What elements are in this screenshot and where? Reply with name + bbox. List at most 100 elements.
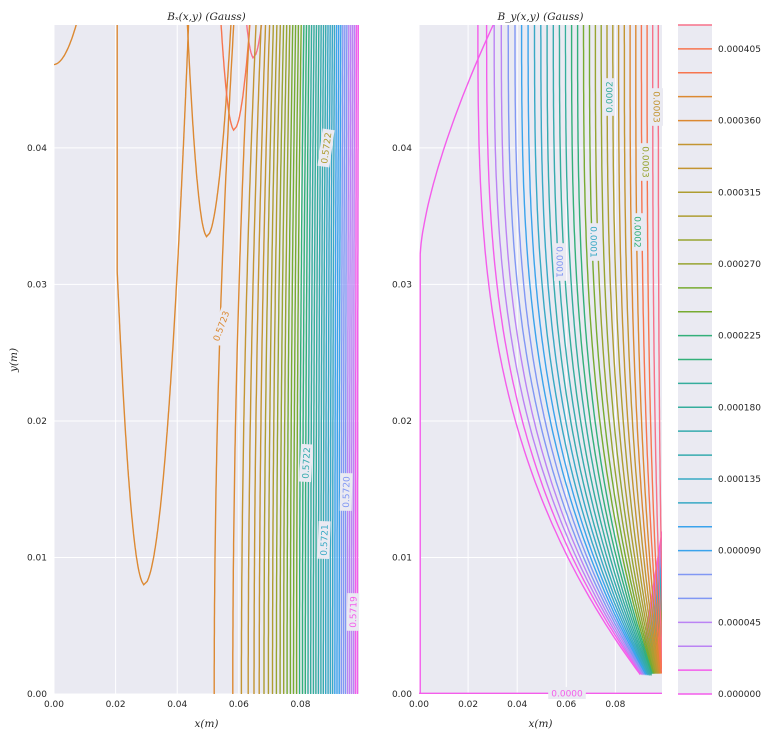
bx-contour-line: [336, 25, 340, 694]
bx-contour-line: [258, 25, 271, 694]
bx-plot-title: Bₓ(x,y) (Gauss): [166, 11, 246, 23]
by-x-tick-label: 0.04: [507, 700, 527, 710]
bx-contour-line: [338, 25, 342, 694]
colorbar-tick-label: 0.000045: [718, 618, 761, 628]
by-plot-title: B_y(x,y) (Gauss): [497, 11, 584, 23]
bx-contour-line: [301, 25, 308, 694]
by-contour-label-bg: [640, 143, 652, 181]
bx-contour-line: [348, 25, 352, 694]
by-contour-line: [493, 25, 662, 676]
bx-contour-line: [263, 25, 274, 694]
bx-y-tick-label: 0.02: [27, 417, 47, 427]
bx-contour-line: [315, 25, 320, 694]
colorbar-tick-label: 0.000405: [718, 45, 761, 55]
colorbar-tick-label: 0.000000: [718, 690, 761, 700]
bx-contour-line: [342, 25, 346, 694]
bx-contour-label-bg: [208, 306, 234, 346]
by-plot-background: [419, 25, 662, 694]
by-contour-line: [646, 25, 662, 674]
bx-contour-line: [220, 25, 251, 132]
by-contour-line: [588, 25, 662, 674]
bx-contour-label-bg: [339, 473, 353, 511]
by-contour-line: [558, 25, 662, 677]
bx-contour-label-bg: [346, 593, 360, 631]
bx-contour-line: [352, 25, 356, 694]
by-contour-label: 0.0002: [605, 81, 615, 113]
bx-contour-line: [292, 25, 300, 694]
bx-contour-line: [317, 25, 322, 694]
bx-contour-line: [289, 25, 297, 694]
bx-contour-line: [247, 25, 262, 694]
bx-contour-line: [334, 25, 338, 694]
by-contour-label: 0.0002: [632, 216, 642, 248]
bx-contour-line: [275, 25, 285, 694]
colorbar-tick-label: 0.000090: [718, 547, 761, 557]
by-y-tick-label: 0.02: [392, 417, 412, 427]
bx-y-tick-label: 0.04: [27, 144, 47, 154]
bx-y-tick-label: 0.01: [27, 553, 47, 563]
by-y-tick-label: 0.00: [392, 690, 412, 700]
by-contour-label-bg: [554, 243, 566, 281]
by-contour-plot: 0.00 0.02 0.04 0.06 0.08 0.00 0.01 0.02 0.03 0.04…: [392, 25, 663, 710]
by-contour-label-bg: [588, 223, 600, 261]
by-contour-line: [594, 25, 662, 674]
by-contour-line: [617, 25, 662, 674]
colorbar-tick-label: 0.000270: [718, 260, 761, 270]
bx-contour-line: [298, 25, 305, 694]
by-contour-line: [564, 25, 662, 677]
by-contour-line: [635, 25, 662, 674]
by-contour-line: [652, 25, 662, 673]
bx-x-tick-label: 0.00: [44, 700, 64, 710]
by-y-tick-label: 0.04: [392, 144, 412, 154]
bx-x-axis-label: x(m): [194, 718, 218, 730]
bx-contour-line: [354, 25, 358, 694]
by-contour-line: [552, 25, 662, 677]
bx-contour-line: [356, 25, 359, 694]
by-contour-label: 0.0000: [551, 689, 583, 699]
bx-contour-line: [310, 25, 315, 694]
by-y-tick-label: 0.03: [392, 280, 412, 290]
colorbar-tick-label: 0.000225: [718, 332, 761, 342]
bx-contour-plot: 0.00 0.02 0.04 0.06 0.08 0.00 0.01 0.02 0.03 0.04…: [27, 25, 360, 710]
bx-y-axis-label: y(m): [8, 348, 20, 373]
by-contour-line: [477, 25, 662, 676]
by-x-tick-label: 0.00: [409, 700, 429, 710]
by-contour-label: 0.0003: [651, 91, 661, 123]
by-contour-line: [507, 25, 662, 676]
bx-contour-label: 0.5722: [301, 447, 313, 479]
bx-contour-line: [213, 25, 235, 694]
bx-contour-line: [116, 25, 190, 586]
bx-contour-label: 0.5721: [320, 524, 331, 556]
by-contour-line: [500, 25, 662, 676]
bx-y-tick-label: 0.03: [27, 280, 47, 290]
by-contour-line: [600, 25, 662, 674]
colorbar-tick-label: 0.000315: [718, 188, 761, 198]
bx-contour-line: [232, 25, 251, 694]
by-contour-label: 0.0001: [554, 246, 564, 278]
bx-contour-line: [295, 25, 302, 694]
bx-contour-line: [307, 25, 313, 694]
by-contour-line: [606, 25, 662, 674]
by-contour-line: [527, 25, 662, 676]
by-contour-line: [640, 25, 662, 674]
by-x-axis-label: x(m): [528, 718, 552, 730]
by-contour-line: [533, 25, 662, 676]
colorbar-tick-label: 0.000135: [718, 475, 761, 485]
bx-contour-label-bg: [317, 521, 331, 559]
bx-contour-label: 0.5720: [342, 476, 353, 508]
bx-contour-line: [253, 25, 267, 694]
bx-contour-line: [279, 25, 288, 694]
by-y-tick-label: 0.01: [392, 553, 412, 563]
bx-contour-line: [340, 25, 344, 694]
by-contour-line: [629, 25, 662, 674]
by-x-tick-label: 0.08: [605, 700, 625, 710]
bx-x-tick-label: 0.04: [167, 700, 187, 710]
by-contour-label-bg: [548, 687, 586, 699]
bx-contour-label: 0.5719: [349, 596, 360, 628]
bx-contour-line: [350, 25, 354, 694]
bx-x-tick-label: 0.02: [106, 700, 126, 710]
by-contour-line: [576, 25, 662, 674]
bx-contour-label-bg: [317, 128, 335, 168]
bx-contour-line: [344, 25, 348, 694]
